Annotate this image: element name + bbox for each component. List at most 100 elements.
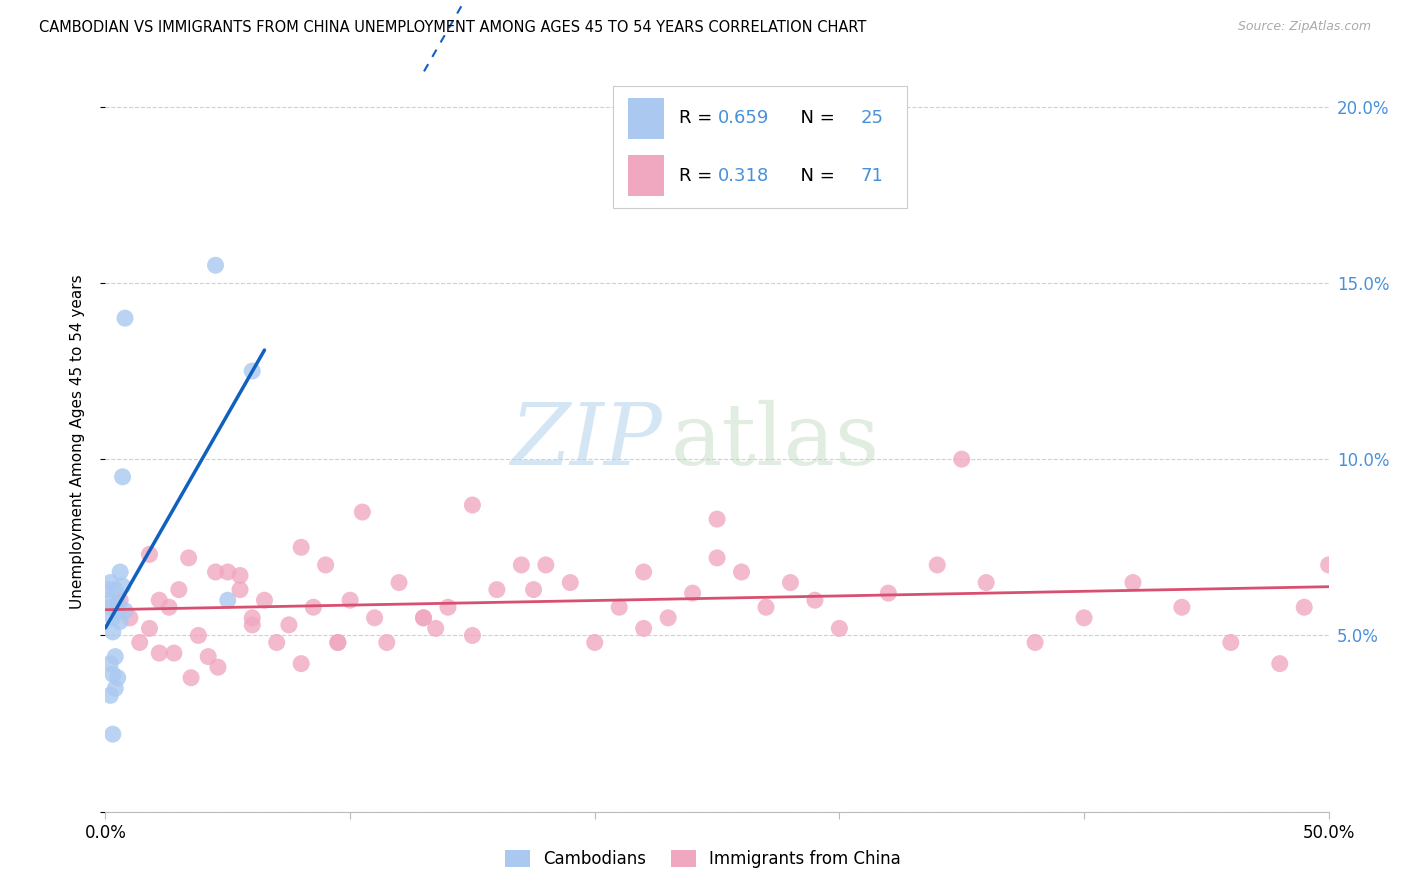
Point	[148, 646, 170, 660]
Point	[107, 671, 129, 685]
Point	[163, 646, 186, 660]
Point	[315, 558, 337, 572]
Point	[950, 452, 973, 467]
Point	[157, 600, 180, 615]
Point	[138, 547, 160, 561]
Point	[114, 311, 136, 326]
Bar	[613, 87, 907, 209]
Point	[461, 628, 484, 642]
Point	[101, 727, 124, 741]
Point	[229, 568, 252, 582]
Point	[706, 512, 728, 526]
Point	[107, 597, 129, 611]
Point	[207, 660, 229, 674]
Point	[101, 611, 124, 625]
Point	[804, 593, 827, 607]
Point	[138, 621, 160, 635]
Point	[98, 600, 121, 615]
Point	[510, 558, 533, 572]
Point	[326, 635, 349, 649]
Bar	[627, 155, 665, 196]
Point	[633, 621, 655, 635]
Point	[229, 582, 252, 597]
Point	[104, 681, 127, 696]
Point	[204, 565, 226, 579]
Text: ZIP: ZIP	[510, 401, 662, 483]
Point	[583, 635, 606, 649]
Point	[828, 621, 851, 635]
Point	[1073, 611, 1095, 625]
Point	[560, 575, 582, 590]
Y-axis label: Unemployment Among Ages 45 to 54 years: Unemployment Among Ages 45 to 54 years	[70, 274, 84, 609]
Point	[278, 618, 301, 632]
Point	[187, 628, 209, 642]
Point	[104, 649, 127, 664]
Point	[98, 689, 121, 703]
Point	[240, 611, 263, 625]
Point	[108, 593, 131, 607]
Point	[240, 618, 263, 632]
Point	[779, 575, 801, 590]
Point	[177, 550, 200, 565]
Point	[522, 582, 544, 597]
Text: R =: R =	[679, 110, 718, 128]
Point	[633, 565, 655, 579]
Point	[974, 575, 997, 590]
Point	[97, 593, 120, 607]
Point	[302, 600, 325, 615]
Point	[101, 667, 124, 681]
Point	[217, 565, 239, 579]
Point	[730, 565, 752, 579]
Point	[290, 657, 312, 671]
Point	[128, 635, 150, 649]
Point	[425, 621, 447, 635]
Point	[1122, 575, 1144, 590]
Point	[1317, 558, 1340, 572]
Text: CAMBODIAN VS IMMIGRANTS FROM CHINA UNEMPLOYMENT AMONG AGES 45 TO 54 YEARS CORREL: CAMBODIAN VS IMMIGRANTS FROM CHINA UNEMP…	[39, 20, 866, 35]
Point	[97, 582, 120, 597]
Point	[108, 615, 131, 629]
Point	[607, 600, 630, 615]
Point	[266, 635, 288, 649]
Point	[437, 600, 460, 615]
Point	[98, 657, 121, 671]
Point	[108, 565, 131, 579]
Point	[180, 671, 202, 685]
Point	[1171, 600, 1194, 615]
Point	[107, 604, 129, 618]
Point	[217, 593, 239, 607]
Point	[148, 593, 170, 607]
Text: 71: 71	[860, 167, 883, 185]
Point	[412, 611, 434, 625]
Point	[1294, 600, 1316, 615]
Point	[485, 582, 508, 597]
Point	[326, 635, 349, 649]
Point	[167, 582, 190, 597]
Point	[375, 635, 398, 649]
Text: 25: 25	[860, 110, 883, 128]
Point	[290, 541, 312, 555]
Text: R =: R =	[679, 167, 718, 185]
Point	[352, 505, 374, 519]
Point	[657, 611, 679, 625]
Text: 0.659: 0.659	[718, 110, 769, 128]
Point	[534, 558, 557, 572]
Point	[118, 611, 141, 625]
Text: N =: N =	[789, 110, 841, 128]
Point	[461, 498, 484, 512]
Point	[412, 611, 434, 625]
Legend: Cambodians, Immigrants from China: Cambodians, Immigrants from China	[498, 843, 908, 875]
Point	[1219, 635, 1241, 649]
Bar	[627, 98, 665, 138]
Point	[197, 649, 219, 664]
Text: atlas: atlas	[671, 400, 880, 483]
Point	[755, 600, 778, 615]
Point	[877, 586, 900, 600]
Point	[98, 575, 121, 590]
Text: 0.318: 0.318	[718, 167, 769, 185]
Point	[927, 558, 949, 572]
Point	[363, 611, 385, 625]
Point	[253, 593, 276, 607]
Point	[111, 470, 134, 484]
Text: Source: ZipAtlas.com: Source: ZipAtlas.com	[1237, 20, 1371, 33]
